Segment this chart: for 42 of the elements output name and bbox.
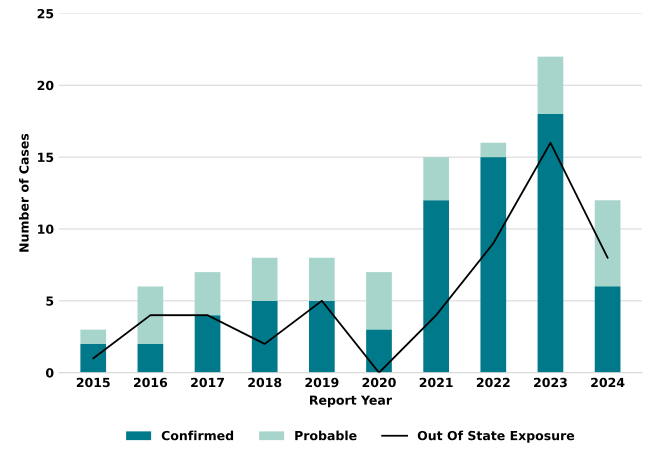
- y-axis-title: Number of Cases: [19, 134, 29, 252]
- x-tick-label: 2024: [591, 378, 624, 388]
- y-tick-label: 10: [38, 224, 54, 234]
- bar: [138, 344, 164, 373]
- y-tick-label: 0: [46, 368, 54, 378]
- bar: [252, 258, 278, 301]
- x-axis-title: Report Year: [310, 396, 392, 408]
- legend-label: Out Of State Exposure: [418, 430, 574, 443]
- y-tick-label: 25: [38, 8, 54, 18]
- x-tick-label: 2016: [134, 378, 168, 388]
- bar: [138, 286, 164, 344]
- legend-label: Confirmed: [162, 430, 234, 440]
- bar: [538, 114, 564, 373]
- bar: [594, 200, 620, 286]
- bar: [366, 330, 392, 373]
- bar: [423, 200, 450, 373]
- bar: [252, 300, 278, 373]
- y-tick-label: 5: [46, 296, 54, 306]
- bar: [423, 157, 450, 200]
- x-tick-label: 2017: [191, 378, 224, 388]
- x-tick-label: 2018: [248, 378, 282, 388]
- bar: [308, 300, 335, 373]
- bar: [194, 272, 220, 316]
- bar: [538, 56, 564, 114]
- legend-label: Probable: [295, 430, 357, 440]
- bar: [308, 258, 335, 301]
- line-series: [92, 142, 609, 373]
- bar: [594, 286, 620, 373]
- bar: [194, 315, 220, 373]
- bar: [480, 142, 506, 158]
- bar: [80, 330, 106, 344]
- bar: [80, 344, 106, 373]
- y-tick-label: 15: [38, 152, 54, 162]
- x-tick-label: 2020: [362, 378, 396, 388]
- bar: [366, 272, 392, 330]
- x-tick-label: 2015: [76, 378, 110, 388]
- x-tick-label: 2023: [534, 378, 567, 388]
- x-tick-label: 2022: [476, 378, 510, 388]
- bar: [480, 157, 506, 373]
- x-tick-label: 2021: [420, 378, 453, 388]
- x-tick-label: 2019: [305, 378, 338, 388]
- y-tick-label: 20: [38, 80, 54, 90]
